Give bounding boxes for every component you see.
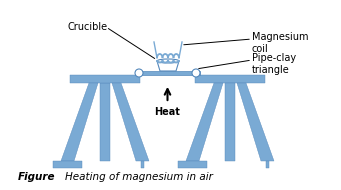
Polygon shape <box>157 61 179 71</box>
Polygon shape <box>141 161 144 168</box>
Polygon shape <box>70 75 140 83</box>
Polygon shape <box>53 161 82 168</box>
Text: Heat: Heat <box>154 107 180 117</box>
Ellipse shape <box>157 59 179 63</box>
Circle shape <box>192 69 200 77</box>
Polygon shape <box>178 161 207 168</box>
Text: Pipe-clay
triangle: Pipe-clay triangle <box>252 53 296 75</box>
Polygon shape <box>135 71 200 75</box>
Polygon shape <box>112 83 149 161</box>
Polygon shape <box>237 83 274 161</box>
Polygon shape <box>266 161 269 168</box>
Text: Crucible: Crucible <box>68 22 108 32</box>
Polygon shape <box>195 75 265 83</box>
Polygon shape <box>61 83 98 161</box>
Text: Magnesium
coil: Magnesium coil <box>252 32 309 54</box>
Text: Figure: Figure <box>18 172 56 182</box>
Polygon shape <box>225 83 235 161</box>
Polygon shape <box>100 83 110 161</box>
Text: Heating of magnesium in air: Heating of magnesium in air <box>65 172 213 182</box>
Polygon shape <box>186 83 223 161</box>
Circle shape <box>135 69 143 77</box>
